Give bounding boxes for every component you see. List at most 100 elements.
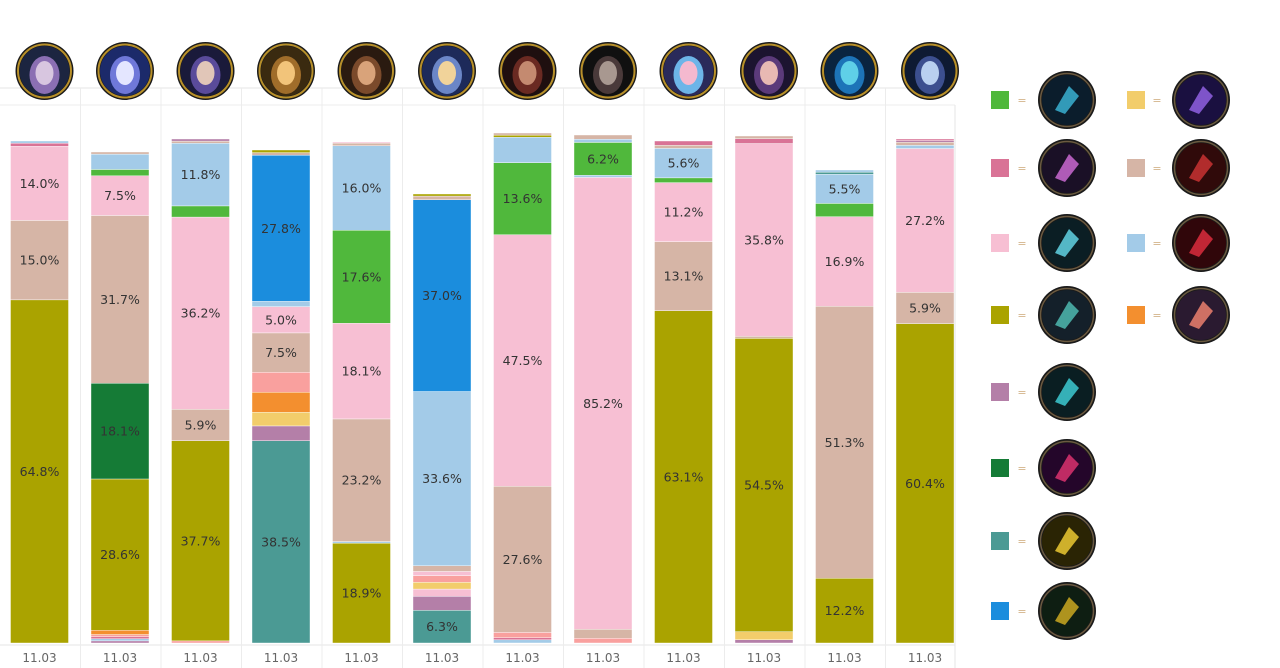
bar-segment-green <box>815 203 874 217</box>
legend-icon-emblem <box>1055 154 1079 182</box>
bar-value-label: 13.6% <box>503 191 543 206</box>
bar-value-label: 5.6% <box>668 156 700 171</box>
bar-segment-light-pink <box>412 571 472 576</box>
legend-icon-ring <box>1039 72 1095 128</box>
bar-value-label: 23.2% <box>342 473 382 488</box>
bar-segment-teal <box>251 440 311 644</box>
bar-segment-pink <box>90 636 150 639</box>
x-tick-label: 11.03 <box>425 651 459 665</box>
bar-segment-light-blue <box>654 148 713 179</box>
bar-segment-light-blue <box>90 638 150 642</box>
portrait-ring <box>580 43 636 99</box>
bar-segment-light-pink <box>573 177 633 630</box>
legend-icon-emblem <box>1055 454 1079 482</box>
legend-equals: = <box>1017 386 1026 399</box>
legend-equals: = <box>1152 309 1161 322</box>
bar-segment-tan <box>412 565 472 572</box>
bar-value-label: 17.6% <box>342 269 382 284</box>
bar-segment-green <box>171 205 230 218</box>
bar-segment-light-pink <box>171 216 230 410</box>
x-tick-label: 11.03 <box>908 651 942 665</box>
legend-swatch-mauve <box>991 383 1009 401</box>
portrait-face <box>116 61 134 85</box>
legend-swatch-orange <box>1127 306 1145 324</box>
bar-segment-mauve <box>171 138 230 142</box>
portrait-ring <box>258 43 314 99</box>
legend-icon-emblem <box>1055 229 1079 257</box>
bar-segment-green <box>654 177 713 183</box>
bar-value-label: 60.4% <box>905 476 945 491</box>
legend-swatch-blue <box>991 602 1009 620</box>
x-tick-label: 11.03 <box>264 651 298 665</box>
legend-equals: = <box>1017 535 1026 548</box>
bar-segment-tan <box>332 142 391 146</box>
legend-icon-emblem <box>1189 301 1213 329</box>
x-tick-label: 11.03 <box>344 651 378 665</box>
bar-segment-light-blue <box>493 137 552 163</box>
bar-segment-light-blue <box>332 145 391 231</box>
bar-segment-teal <box>815 171 874 175</box>
portrait-face <box>518 61 537 85</box>
bar-segment-light-blue <box>90 153 150 170</box>
portrait-ring <box>902 43 958 99</box>
bar-value-label: 7.5% <box>265 345 297 360</box>
bar-segment-light-pink <box>90 175 150 216</box>
legend-swatch-light-pink <box>991 234 1009 252</box>
bar-value-label: 5.9% <box>909 300 941 315</box>
bar-segment-olive <box>171 440 230 642</box>
portrait-ring <box>500 43 555 99</box>
portrait-ring <box>419 43 475 99</box>
bar-segment-salmon <box>171 640 230 644</box>
bar-segment-light-blue <box>251 301 311 307</box>
portrait-face <box>840 61 859 85</box>
bar-segment-light-blue <box>573 139 633 143</box>
bar-segment-tan <box>171 409 230 441</box>
bar-value-label: 27.6% <box>503 552 543 567</box>
bar-segment-green <box>90 169 150 177</box>
bar-value-label: 28.6% <box>100 547 140 562</box>
portrait-face <box>599 61 617 85</box>
portrait-ring <box>661 43 716 99</box>
bar-segment-salmon <box>251 372 311 393</box>
bar-segment-yellow <box>412 582 472 590</box>
bar-segment-olive <box>332 542 391 644</box>
bar-segment-tan <box>251 332 311 373</box>
bar-segment-pink <box>734 138 794 144</box>
bar-segment-mauve <box>412 596 472 611</box>
portrait-face <box>438 61 456 85</box>
portrait-ring <box>178 43 233 99</box>
portrait-ring <box>339 43 394 99</box>
legend-swatch-dark-green <box>991 459 1009 477</box>
bar-value-label: 35.8% <box>744 232 784 247</box>
bar-value-label: 7.5% <box>104 188 136 203</box>
legend-icon-ring <box>1039 440 1095 496</box>
bar-segment-olive <box>412 193 472 197</box>
bar-segment-pink <box>895 138 955 141</box>
bar-segment-olive <box>90 478 150 631</box>
bar-value-label: 47.5% <box>503 353 543 368</box>
bar-segment-olive <box>895 323 955 644</box>
bar-segment-tan <box>412 195 472 200</box>
bar-segment-light-pink <box>412 588 472 597</box>
bar-segment-tan <box>573 134 633 140</box>
legend-equals: = <box>1152 162 1161 175</box>
legend-icon-ring <box>1039 287 1095 343</box>
bar-value-label: 6.2% <box>587 151 619 166</box>
bar-segment-tan <box>90 215 150 384</box>
legend-icon-emblem <box>1055 86 1079 114</box>
x-tick-label: 11.03 <box>827 651 861 665</box>
legend-equals: = <box>1017 309 1026 322</box>
portrait-face <box>277 61 295 85</box>
bar-value-label: 38.5% <box>261 534 301 549</box>
bar-segment-light-pink <box>332 141 391 144</box>
bar-segment-blue <box>251 155 311 302</box>
legend-icon-emblem <box>1055 378 1079 406</box>
legend-equals: = <box>1017 605 1026 618</box>
bar-value-label: 63.1% <box>664 469 704 484</box>
bar-segment-pink <box>493 637 552 641</box>
bar-segment-olive <box>493 134 552 138</box>
bar-value-label: 31.7% <box>100 292 140 307</box>
bar-segment-pink <box>10 142 69 147</box>
portrait-ring <box>741 43 797 99</box>
x-tick-label: 11.03 <box>747 651 781 665</box>
